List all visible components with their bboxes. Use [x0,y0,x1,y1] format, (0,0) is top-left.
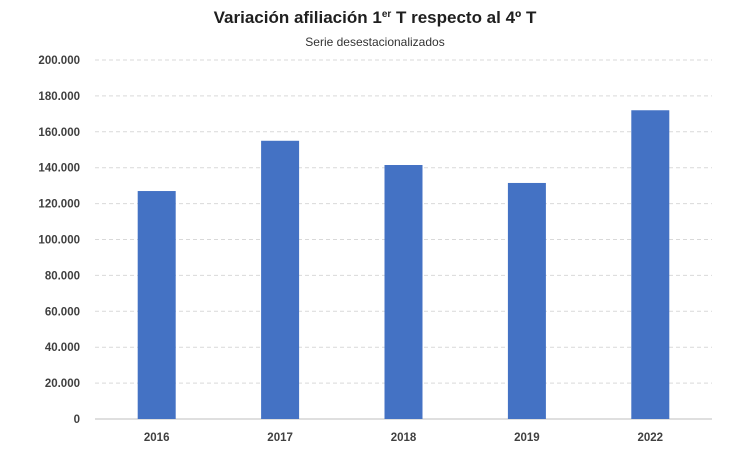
y-tick-label: 140.000 [38,163,80,175]
x-tick-label: 2018 [391,432,417,444]
y-tick-label: 40.000 [45,342,80,354]
chart-title-superscript: er [381,9,392,20]
y-tick-label: 20.000 [45,378,80,390]
chart-subtitle: Serie desestacionalizados [305,35,445,49]
bar [631,110,670,419]
x-tick-label: 2016 [144,432,170,444]
y-tick-label: 0 [74,414,80,426]
y-tick-label: 80.000 [45,270,80,282]
y-tick-label: 200.000 [38,55,80,67]
x-tick-label: 2017 [267,432,293,444]
chart-title-rest: T respecto al 4º T [391,8,537,27]
y-tick-label: 100.000 [38,235,80,247]
chart-title: Variación afiliación 1er T respecto al 4… [0,8,750,28]
bar [507,182,546,419]
y-tick-label: 60.000 [45,306,80,318]
bar [261,140,300,419]
y-tick-label: 120.000 [38,199,80,211]
y-tick-label: 160.000 [38,127,80,139]
x-tick-label: 2019 [514,432,540,444]
bar [137,191,176,419]
x-tick-label: 2022 [638,432,664,444]
chart-title-main: Variación afiliación 1 [213,8,382,27]
y-tick-label: 180.000 [38,91,80,103]
bar [384,165,423,419]
